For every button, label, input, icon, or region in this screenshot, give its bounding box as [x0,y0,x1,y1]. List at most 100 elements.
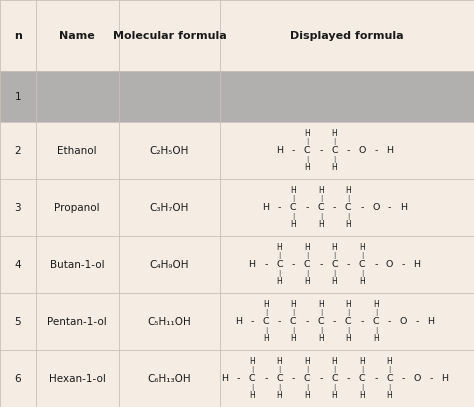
Text: H: H [304,391,310,400]
Text: C₄H₉OH: C₄H₉OH [150,260,189,269]
Text: -: - [278,203,281,212]
Text: |: | [278,366,281,373]
Text: |: | [251,384,253,391]
Text: C: C [290,203,297,212]
Text: Butan-1-ol: Butan-1-ol [50,260,104,269]
Text: |: | [319,309,322,316]
Text: -: - [292,146,295,155]
Text: -: - [319,260,322,269]
Text: H: H [277,277,283,286]
Text: |: | [333,270,336,277]
Text: C: C [276,260,283,269]
Text: 4: 4 [15,260,21,269]
Text: |: | [347,327,349,334]
Text: C: C [345,317,352,326]
Text: H: H [291,186,296,195]
Text: n: n [14,31,22,41]
Text: -: - [360,203,364,212]
Text: H: H [373,334,379,343]
Text: 3: 3 [15,203,21,212]
Text: -: - [319,146,322,155]
Text: |: | [264,309,267,316]
Text: H: H [304,357,310,366]
Text: -: - [292,260,295,269]
Text: |: | [278,252,281,259]
Text: C: C [331,260,338,269]
Text: H: H [263,300,269,309]
Text: Molecular formula: Molecular formula [113,31,226,41]
Text: |: | [292,309,294,316]
Text: H: H [387,357,392,366]
Text: H: H [359,277,365,286]
Text: -: - [374,260,377,269]
Text: H: H [262,203,269,212]
Text: H: H [318,220,324,229]
Text: C₆H₁₃OH: C₆H₁₃OH [147,374,191,383]
Bar [0,293,474,350]
Text: H: H [427,317,434,326]
Bar [0,71,474,122]
Text: H: H [441,374,448,383]
Bar [0,0,474,71]
Text: |: | [306,156,308,163]
Text: |: | [347,309,349,316]
Text: H: H [332,277,337,286]
Text: |: | [292,327,294,334]
Text: H: H [277,391,283,400]
Text: C₂H₅OH: C₂H₅OH [150,146,189,155]
Text: C₃H₇OH: C₃H₇OH [150,203,189,212]
Bar [0,179,474,236]
Text: -: - [237,374,240,383]
Text: |: | [292,195,294,202]
Text: O: O [386,260,393,269]
Text: |: | [361,252,363,259]
Text: C: C [263,317,269,326]
Text: H: H [318,300,324,309]
Text: Pentan-1-ol: Pentan-1-ol [47,317,107,326]
Text: |: | [292,213,294,220]
Text: |: | [388,366,391,373]
Text: H: H [332,129,337,138]
Text: C: C [373,317,379,326]
Text: -: - [305,203,309,212]
Text: |: | [306,252,308,259]
Text: C: C [318,317,324,326]
Text: H: H [332,391,337,400]
Text: H: H [318,334,324,343]
Text: H: H [263,334,269,343]
Text: H: H [359,391,365,400]
Text: -: - [374,374,377,383]
Text: -: - [264,374,267,383]
Text: -: - [250,317,254,326]
Text: C: C [304,374,310,383]
Text: -: - [333,317,336,326]
Text: H: H [291,334,296,343]
Text: H: H [304,163,310,172]
Text: H: H [359,243,365,252]
Text: H: H [346,334,351,343]
Text: Propanol: Propanol [54,203,100,212]
Bar [0,350,474,407]
Text: C: C [318,203,324,212]
Text: H: H [373,300,379,309]
Text: H: H [249,357,255,366]
Text: C₅H₁₁OH: C₅H₁₁OH [147,317,191,326]
Text: |: | [278,384,281,391]
Text: H: H [346,220,351,229]
Text: H: H [346,300,351,309]
Text: |: | [333,252,336,259]
Text: H: H [221,374,228,383]
Text: -: - [333,203,336,212]
Text: H: H [386,146,393,155]
Text: -: - [292,374,295,383]
Text: C: C [345,203,352,212]
Text: -: - [401,260,405,269]
Text: H: H [277,243,283,252]
Text: C: C [331,146,338,155]
Text: H: H [304,277,310,286]
Text: |: | [347,195,349,202]
Text: Name: Name [59,31,95,41]
Text: H: H [291,300,296,309]
Text: -: - [360,317,364,326]
Text: H: H [291,220,296,229]
